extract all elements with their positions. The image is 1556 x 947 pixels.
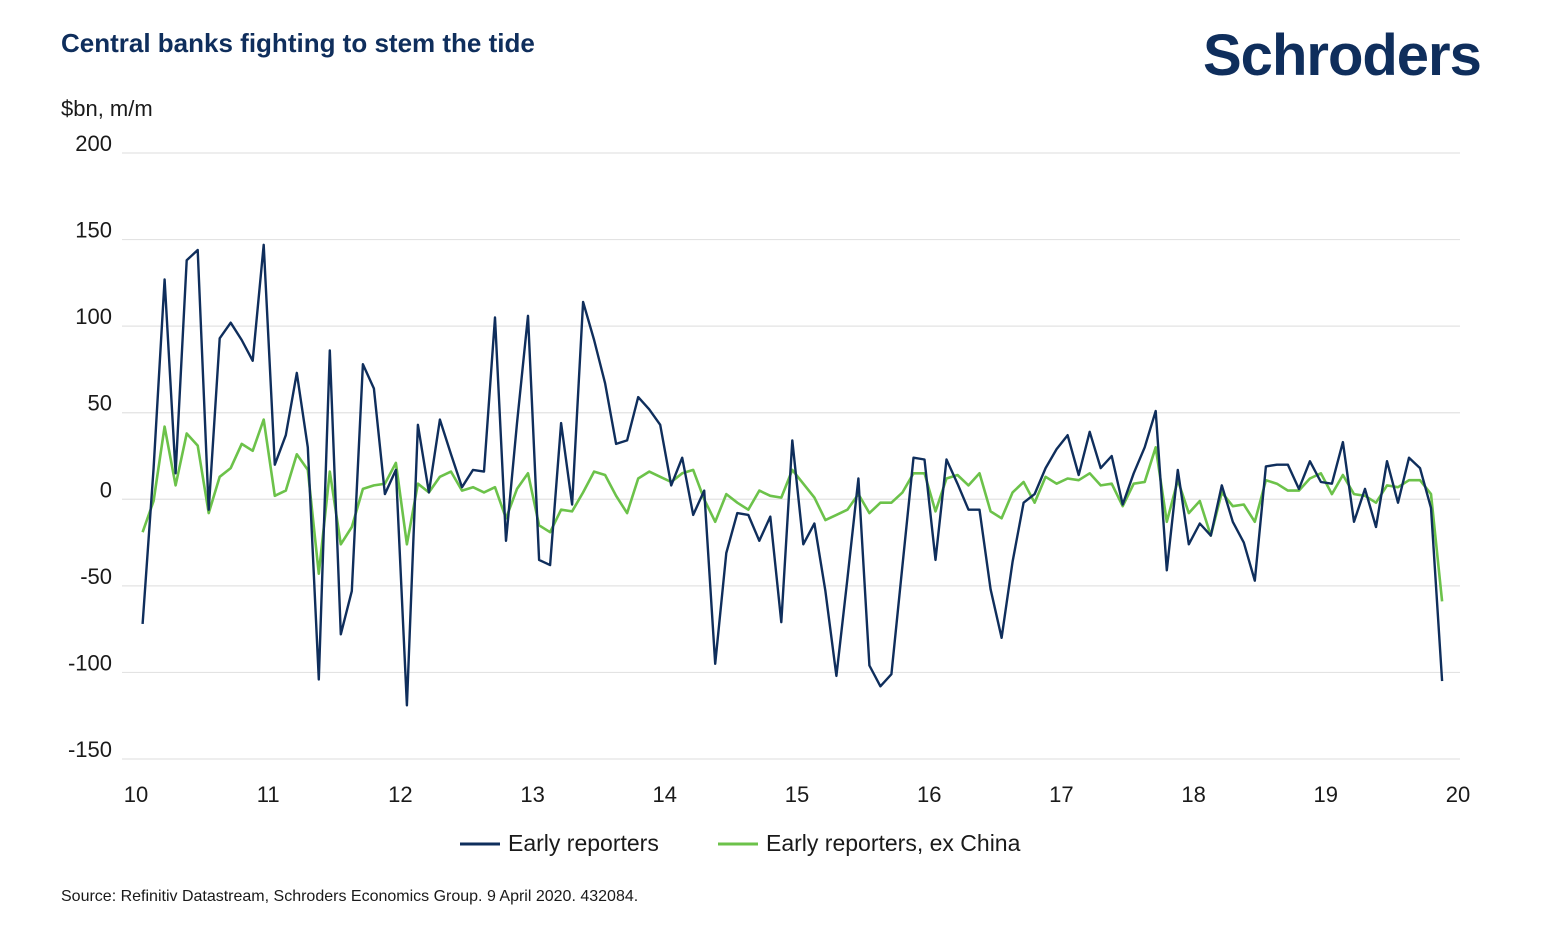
source-note: Source: Refinitiv Datastream, Schroders … bbox=[61, 888, 639, 905]
legend: Early reporters Early reporters, ex Chin… bbox=[460, 830, 1021, 856]
x-tick-label: 13 bbox=[520, 782, 544, 807]
y-tick-label: 100 bbox=[75, 304, 112, 329]
gridlines bbox=[122, 152, 1460, 760]
schroders-logo: Schroders bbox=[1203, 23, 1482, 88]
y-tick-label: 0 bbox=[100, 477, 112, 502]
x-tick-label: 12 bbox=[388, 782, 412, 807]
x-tick-label: 15 bbox=[785, 782, 809, 807]
x-tick-label: 17 bbox=[1049, 782, 1073, 807]
x-tick-label: 20 bbox=[1446, 782, 1470, 807]
x-tick-label: 19 bbox=[1314, 782, 1338, 807]
chart-title: Central banks fighting to stem the tide bbox=[61, 28, 535, 58]
y-tick-label: 150 bbox=[75, 218, 112, 243]
x-tick-label: 18 bbox=[1181, 782, 1205, 807]
y-tick-label: -100 bbox=[68, 650, 112, 675]
y-tick-label: 50 bbox=[88, 391, 112, 416]
y-tick-label: -150 bbox=[68, 737, 112, 762]
legend-label-early-reporters: Early reporters bbox=[508, 830, 659, 856]
x-tick-label: 14 bbox=[653, 782, 677, 807]
series-line-early-reporters bbox=[141, 243, 1444, 707]
x-axis-ticks: 10 11 12 13 14 15 16 17 18 19 20 bbox=[124, 782, 1470, 807]
x-tick-label: 10 bbox=[124, 782, 148, 807]
y-axis-unit-label: $bn, m/m bbox=[61, 96, 153, 121]
x-tick-label: 11 bbox=[257, 782, 280, 807]
x-tick-label: 16 bbox=[917, 782, 941, 807]
y-tick-label: -50 bbox=[80, 564, 112, 589]
y-axis-ticks: 200 150 100 50 0 -50 -100 -150 bbox=[68, 131, 112, 762]
series-lines bbox=[141, 243, 1444, 707]
y-tick-label: 200 bbox=[75, 131, 112, 156]
legend-label-ex-china: Early reporters, ex China bbox=[766, 830, 1021, 856]
